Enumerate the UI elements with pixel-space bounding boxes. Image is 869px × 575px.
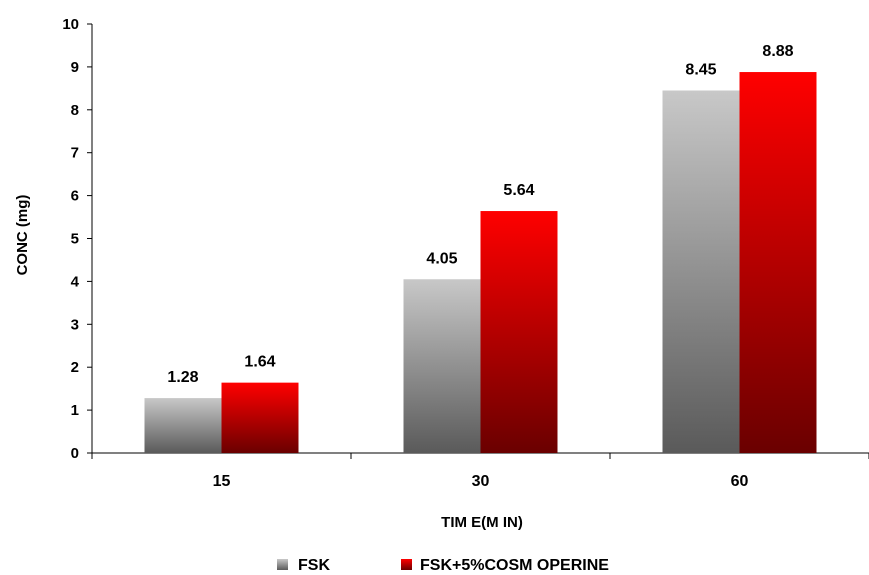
y-tick-label: 6: [71, 188, 79, 205]
legend-swatch-fsk-cosmoperine: [401, 559, 412, 570]
y-tick-label: 0: [71, 445, 79, 462]
y-axis: 0 1 2 3 4 5 6 7 8 9 10: [62, 16, 93, 462]
legend: FSK FSK+5%COSM OPERINE: [277, 557, 609, 574]
legend-label-fsk-cosmoperine: FSK+5%COSM OPERINE: [420, 557, 609, 574]
x-tick-label: 60: [731, 473, 749, 490]
x-axis: 15 30 60: [91, 452, 869, 490]
data-label: 8.45: [685, 61, 716, 78]
y-tick-label: 8: [71, 102, 79, 119]
x-tick-label: 30: [472, 473, 490, 490]
data-label: 5.64: [503, 182, 534, 199]
data-label: 1.64: [244, 354, 275, 371]
bar-fsk-cosmoperine-60: [739, 72, 817, 453]
y-tick-label: 1: [71, 402, 79, 419]
data-label: 8.88: [762, 43, 793, 60]
data-label: 4.05: [426, 250, 457, 267]
y-tick-label: 2: [71, 359, 79, 376]
bar-fsk-30: [403, 279, 481, 453]
y-tick-label: 9: [71, 59, 79, 76]
bar-fsk-cosmoperine-30: [480, 211, 558, 453]
y-tick-label: 5: [71, 231, 79, 248]
legend-label-fsk: FSK: [298, 557, 330, 574]
y-tick-label: 10: [62, 16, 79, 33]
x-axis-label: TIM E(M IN): [441, 514, 523, 531]
y-tick-label: 4: [71, 273, 80, 290]
x-tick-label: 15: [213, 473, 231, 490]
y-tick-label: 3: [71, 316, 79, 333]
legend-swatch-fsk: [277, 559, 288, 570]
bar-fsk-60: [662, 90, 740, 454]
y-tick-label: 7: [71, 145, 79, 162]
y-axis-label: CONC (mg): [14, 195, 31, 276]
bars: [144, 72, 817, 454]
data-label: 1.28: [167, 369, 198, 386]
data-labels: 1.28 1.64 4.05 5.64 8.45 8.88: [167, 43, 793, 386]
bar-fsk-cosmoperine-15: [221, 382, 299, 453]
bar-fsk-15: [144, 398, 222, 453]
